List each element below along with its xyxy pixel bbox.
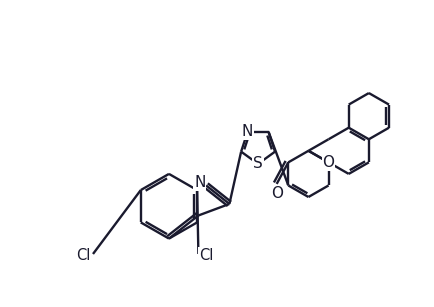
Text: O: O (271, 186, 283, 201)
Text: S: S (253, 156, 263, 171)
Text: N: N (194, 175, 206, 190)
Text: Cl: Cl (76, 248, 91, 263)
Text: O: O (322, 155, 335, 170)
Text: N: N (242, 124, 253, 139)
Text: Cl: Cl (199, 248, 214, 263)
